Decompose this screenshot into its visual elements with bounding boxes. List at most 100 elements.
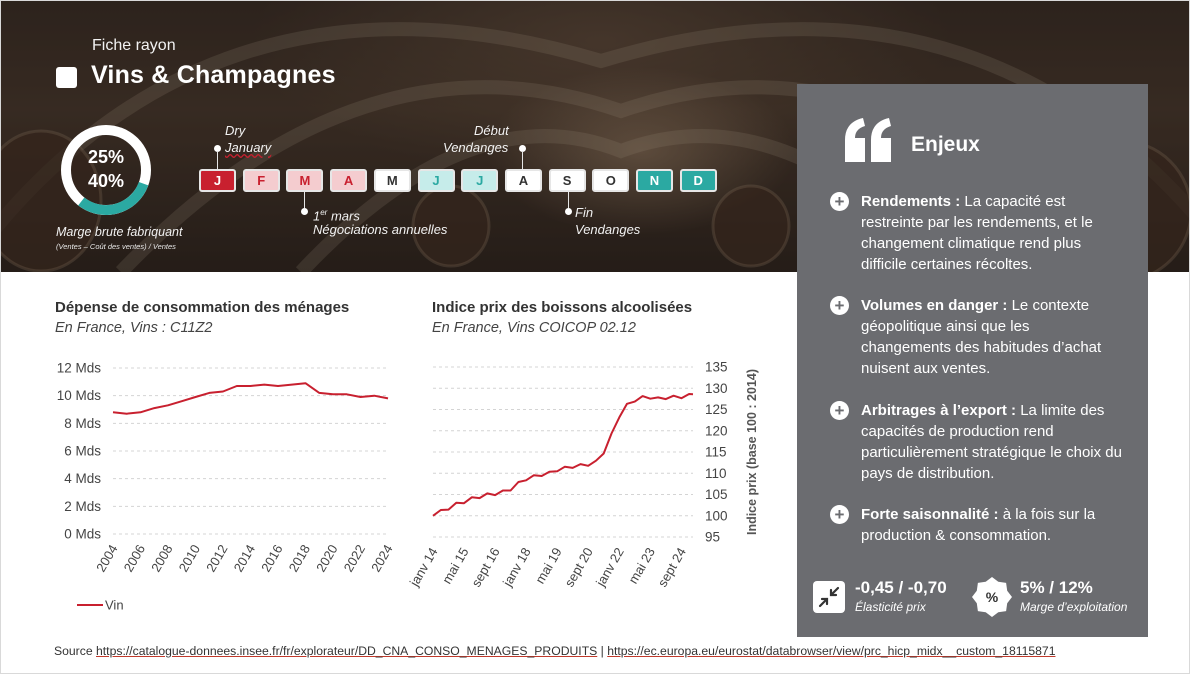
x-tick-label: 2006: [121, 542, 148, 575]
month-cell: A: [504, 169, 542, 192]
elasticity-value: -0,45 / -0,70: [855, 578, 947, 597]
y-tick-label: 130: [705, 381, 728, 396]
x-tick-label: sept 24: [655, 545, 689, 589]
enjeux-panel: Enjeux + Rendements : La capacité est re…: [797, 84, 1148, 637]
x-tick-label: 2022: [341, 542, 368, 575]
x-tick-label: janv 22: [592, 545, 626, 590]
month-cell: O: [592, 169, 630, 192]
month-cell: S: [548, 169, 586, 192]
x-tick-label: mai 23: [625, 545, 658, 586]
elasticity-arrows-icon: [813, 581, 845, 613]
margin-donut-chart: [61, 125, 151, 215]
x-tick-label: 2012: [203, 542, 230, 575]
month-cell: A: [330, 169, 368, 192]
legend-label: Vin: [105, 598, 124, 613]
margin-label: Marge brute fabriquant: [56, 225, 183, 239]
x-tick-label: sept 16: [468, 545, 502, 589]
x-tick-label: 2004: [93, 542, 120, 575]
y-tick-label: 125: [705, 402, 728, 417]
month-cell: J: [417, 169, 455, 192]
event-dry-january-line2: January: [225, 140, 272, 155]
event-dry-january: Dry January: [225, 122, 271, 156]
source-line: Source https://catalogue-donnees.insee.f…: [54, 644, 1056, 658]
chart1-subtitle: En France, Vins : C11Z2: [55, 320, 213, 336]
month-cell: J: [199, 169, 236, 192]
issue-arbitrages: Arbitrages à l’export : La limite des ca…: [861, 400, 1123, 484]
event-negociations-date: 1er mars: [313, 204, 360, 224]
y-tick-label: 10 Mds: [57, 388, 102, 403]
y-tick-label: 2 Mds: [64, 499, 101, 514]
issue-text: La limite des capacités de production re…: [861, 402, 1122, 482]
margin-value-high: 40%: [87, 171, 125, 191]
month-cell: M: [373, 169, 411, 192]
event-negociations-day: 1: [313, 208, 321, 224]
y-tick-label: 8 Mds: [64, 416, 101, 431]
event-dot: [565, 208, 572, 215]
x-tick-label: 2008: [148, 542, 175, 575]
source-separator: |: [597, 644, 608, 658]
title-square-icon: [56, 67, 77, 88]
event-negociations-label: Négociations annuelles: [313, 222, 448, 237]
y-tick-label: 4 Mds: [64, 471, 101, 486]
event-fin-vendanges-top: Fin: [575, 205, 594, 220]
issue-label: Arbitrages à l’export :: [861, 402, 1017, 419]
page-title: Vins & Champagnes: [91, 61, 336, 89]
x-tick-label: mai 19: [532, 545, 565, 586]
margin-formula: (Ventes – Coût des ventes) / Ventes: [56, 242, 176, 251]
x-tick-label: janv 18: [499, 545, 533, 590]
event-negociations-ordinal: er: [320, 208, 328, 217]
margin-values: 25% 40%: [59, 145, 153, 193]
month-cell: J: [461, 169, 499, 192]
chart2-subtitle: En France, Vins COICOP 02.12: [432, 320, 636, 336]
event-negociations-month: mars: [327, 208, 360, 224]
event-debut-vendanges-bottom: Vendanges: [443, 140, 509, 155]
y-tick-label: 12 Mds: [57, 361, 102, 376]
quote-icon: [845, 118, 891, 162]
issue-text: Le contexte géopolitique ainsi que les c…: [861, 297, 1102, 377]
x-tick-label: 2014: [231, 542, 258, 575]
x-tick-label: sept 20: [562, 545, 596, 589]
x-tick-label: 2018: [286, 542, 313, 575]
percent-badge-icon: %: [972, 577, 1012, 617]
x-tick-label: 2016: [258, 542, 285, 575]
event-dot: [301, 208, 308, 215]
x-tick-label: mai 15: [439, 545, 472, 586]
y-tick-label: 115: [705, 445, 727, 460]
margin-value-low: 25%: [87, 147, 125, 167]
hero-content: Fiche rayon Vins & Champagnes 25% 40% Ma…: [1, 1, 1189, 272]
event-connector: [568, 192, 569, 208]
y-tick-label: 0 Mds: [64, 527, 101, 542]
event-dot: [214, 145, 221, 152]
x-tick-label: janv 14: [406, 545, 440, 590]
x-tick-label: 2020: [313, 542, 340, 575]
operating-margin-label: Marge d’exploitation: [1020, 600, 1128, 614]
series-line: [432, 393, 694, 517]
event-dry-january-line1: Dry: [225, 123, 246, 138]
source-link-insee[interactable]: https://catalogue-donnees.insee.fr/fr/ex…: [96, 644, 598, 658]
month-cell: M: [286, 169, 324, 192]
y-axis-label: Indice prix (base 100 : 2014): [745, 369, 759, 535]
source-prefix: Source: [54, 644, 97, 658]
y-tick-label: 110: [705, 466, 727, 481]
y-tick-label: 120: [705, 423, 728, 438]
panel-title: Enjeux: [911, 133, 980, 156]
issue-label: Rendements :: [861, 193, 961, 210]
issue-saisonnalite: Forte saisonnalité : à la fois sur la pr…: [861, 504, 1123, 546]
event-connector: [217, 151, 218, 169]
event-connector: [522, 151, 523, 169]
operating-margin-value: 5% / 12%: [1020, 578, 1093, 597]
month-cell: F: [242, 169, 280, 192]
x-tick-label: 2010: [176, 542, 203, 575]
source-link-eurostat[interactable]: https://ec.europa.eu/eurostat/databrowse…: [607, 644, 1056, 658]
y-tick-label: 6 Mds: [64, 444, 101, 459]
plus-icon: +: [830, 505, 849, 524]
event-dot: [519, 145, 526, 152]
issue-label: Forte saisonnalité :: [861, 506, 999, 523]
y-tick-label: 105: [705, 487, 728, 502]
event-debut-vendanges-top: Début: [474, 123, 509, 138]
y-tick-label: 95: [705, 530, 720, 545]
plus-icon: +: [830, 296, 849, 315]
y-tick-label: 135: [705, 360, 728, 375]
